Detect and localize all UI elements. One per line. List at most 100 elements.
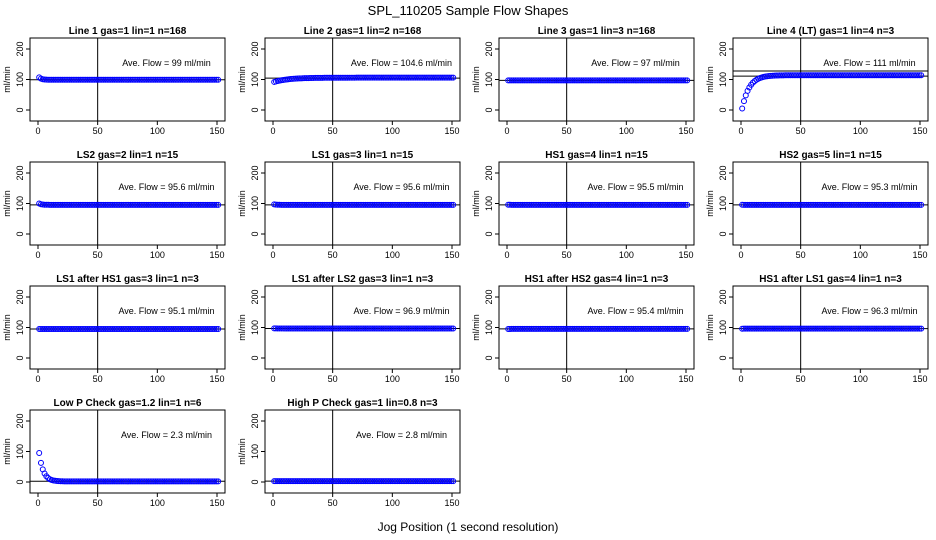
x-tick-label: 0 xyxy=(35,374,40,384)
data-point xyxy=(918,72,925,79)
x-tick-label: 150 xyxy=(912,126,927,136)
data-point xyxy=(448,478,455,485)
y-tick-label: 200 xyxy=(718,165,728,180)
x-tick-label: 150 xyxy=(678,126,693,136)
y-tick-label: 200 xyxy=(250,41,260,56)
x-tick-label: 100 xyxy=(385,250,400,260)
y-tick-label: 100 xyxy=(250,320,260,335)
data-point xyxy=(215,478,222,485)
average-flow-annotation: Ave. Flow = 99 ml/min xyxy=(122,58,211,68)
y-axis-label: ml/min xyxy=(705,66,715,93)
x-tick-label: 100 xyxy=(150,250,165,260)
x-tick-label: 100 xyxy=(853,374,868,384)
x-tick-label: 50 xyxy=(796,250,806,260)
x-tick-label: 100 xyxy=(619,126,634,136)
x-tick-label: 0 xyxy=(270,374,275,384)
panel-title: Low P Check gas=1.2 lin=1 n=6 xyxy=(54,398,202,409)
y-axis-label: ml/min xyxy=(471,66,481,93)
y-tick-label: 100 xyxy=(484,196,494,211)
series-points xyxy=(36,325,222,333)
y-tick-label: 200 xyxy=(250,165,260,180)
x-tick-label: 50 xyxy=(328,250,338,260)
x-tick-label: 50 xyxy=(93,374,103,384)
y-tick-label: 200 xyxy=(15,165,25,180)
data-point xyxy=(744,87,751,94)
y-tick-label: 0 xyxy=(484,107,494,112)
data-point xyxy=(918,201,925,208)
y-axis-label: ml/min xyxy=(237,66,247,93)
average-flow-annotation: Ave. Flow = 96.3 ml/min xyxy=(821,306,917,316)
data-point xyxy=(684,77,691,84)
x-tick-label: 100 xyxy=(150,126,165,136)
x-tick-label: 50 xyxy=(328,498,338,508)
panel-12: HS1 after LS1 gas=4 lin=1 n=3 Ave. Flow =… xyxy=(705,274,929,384)
y-tick-label: 200 xyxy=(484,41,494,56)
x-tick-label: 150 xyxy=(209,250,224,260)
y-tick-label: 0 xyxy=(250,107,260,112)
data-point xyxy=(446,201,453,208)
data-point xyxy=(211,325,218,332)
y-axis-label: ml/min xyxy=(237,190,247,217)
y-tick-label: 0 xyxy=(15,479,25,484)
y-tick-label: 0 xyxy=(718,231,728,236)
x-tick-label: 150 xyxy=(444,250,459,260)
x-tick-label: 100 xyxy=(150,374,165,384)
data-point xyxy=(43,473,50,480)
x-tick-label: 0 xyxy=(270,250,275,260)
y-tick-label: 200 xyxy=(15,413,25,428)
panel-5: LS2 gas=2 lin=1 n=15 Ave. Flow = 95.6 ml/… xyxy=(2,150,226,260)
y-axis-label: ml/min xyxy=(2,190,12,217)
y-tick-label: 200 xyxy=(718,289,728,304)
data-point xyxy=(684,325,691,332)
average-flow-annotation: Ave. Flow = 95.4 ml/min xyxy=(587,306,683,316)
x-tick-label: 50 xyxy=(93,498,103,508)
y-tick-label: 100 xyxy=(250,72,260,87)
y-tick-label: 100 xyxy=(15,72,25,87)
x-tick-label: 0 xyxy=(504,250,509,260)
data-point xyxy=(916,201,923,208)
y-tick-label: 200 xyxy=(250,289,260,304)
average-flow-annotation: Ave. Flow = 95.5 ml/min xyxy=(587,182,683,192)
x-tick-label: 50 xyxy=(796,374,806,384)
y-axis-label: ml/min xyxy=(705,190,715,217)
y-tick-label: 0 xyxy=(484,355,494,360)
panel-title: LS1 gas=3 lin=1 n=15 xyxy=(312,150,414,161)
y-tick-label: 200 xyxy=(15,289,25,304)
panel-8: HS2 gas=5 lin=1 n=15 Ave. Flow = 95.3 ml/… xyxy=(705,150,929,260)
y-tick-label: 200 xyxy=(250,413,260,428)
series-points xyxy=(505,201,691,208)
x-tick-label: 150 xyxy=(444,374,459,384)
panel-title: Line 2 gas=1 lin=2 n=168 xyxy=(304,26,422,37)
data-point xyxy=(680,325,687,332)
y-tick-label: 100 xyxy=(15,196,25,211)
panel-title: LS1 after HS1 gas=3 lin=1 n=3 xyxy=(56,274,199,285)
data-point xyxy=(213,325,220,332)
data-point xyxy=(450,325,457,332)
x-tick-label: 150 xyxy=(209,374,224,384)
x-tick-label: 100 xyxy=(853,126,868,136)
y-axis-label: ml/min xyxy=(471,314,481,341)
average-flow-annotation: Ave. Flow = 2.8 ml/min xyxy=(356,430,447,440)
series-points xyxy=(505,77,691,84)
x-tick-label: 0 xyxy=(270,126,275,136)
x-tick-label: 50 xyxy=(93,126,103,136)
y-axis-label: ml/min xyxy=(2,314,12,341)
data-point xyxy=(448,325,455,332)
y-tick-label: 0 xyxy=(250,355,260,360)
panels-grid: Line 1 gas=1 lin=1 n=168 Ave. Flow = 99 m… xyxy=(2,26,929,508)
panel-6: LS1 gas=3 lin=1 n=15 Ave. Flow = 95.6 ml/… xyxy=(237,150,461,260)
panel-title: HS1 gas=4 lin=1 n=15 xyxy=(545,150,648,161)
data-point xyxy=(211,76,218,83)
y-tick-label: 0 xyxy=(15,355,25,360)
x-tick-label: 100 xyxy=(150,498,165,508)
data-point xyxy=(446,325,453,332)
x-axis-label: Jog Position (1 second resolution) xyxy=(378,520,559,534)
data-point xyxy=(682,325,689,332)
y-tick-label: 0 xyxy=(250,479,260,484)
data-point xyxy=(682,201,689,208)
y-tick-label: 200 xyxy=(15,41,25,56)
x-tick-label: 150 xyxy=(444,498,459,508)
series-points xyxy=(271,478,457,485)
y-tick-label: 0 xyxy=(718,355,728,360)
x-tick-label: 0 xyxy=(738,374,743,384)
